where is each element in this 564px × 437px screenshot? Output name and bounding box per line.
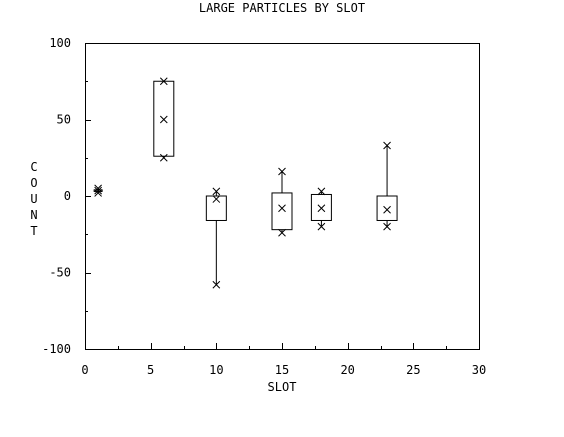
y-axis-label-letter: U <box>30 192 37 206</box>
box-group-slot-15 <box>271 167 293 237</box>
box-group-slot-10 <box>205 187 227 289</box>
y-tick-label: -100 <box>42 342 71 356</box>
min-marker <box>278 228 286 237</box>
max-marker <box>278 167 286 176</box>
min-marker <box>383 222 391 231</box>
max-marker <box>159 77 168 86</box>
x-tick-label: 15 <box>275 363 289 377</box>
box <box>376 195 398 221</box>
median-marker <box>94 186 102 195</box>
y-axis-label-letter: C <box>30 160 37 174</box>
median-marker <box>317 204 326 213</box>
max-marker <box>383 141 391 150</box>
x-tick-label: 5 <box>147 363 154 377</box>
min-marker <box>159 153 168 162</box>
box-group-slot-1 <box>93 184 103 197</box>
x-tick-label: 0 <box>81 363 88 377</box>
plot-frame <box>85 43 480 350</box>
y-axis-label-letter: T <box>30 224 37 238</box>
min-marker <box>94 189 102 197</box>
max-marker <box>317 187 326 196</box>
min-marker <box>317 222 326 231</box>
max-marker <box>212 187 221 196</box>
box <box>271 192 293 231</box>
box-group-slot-18 <box>310 187 332 231</box>
y-axis-label-letter: O <box>30 176 37 190</box>
chart-title: LARGE PARTICLES BY SLOT <box>199 1 365 15</box>
box-group-slot-23 <box>376 141 398 231</box>
box-group-slot-6 <box>153 77 175 162</box>
box <box>153 80 175 157</box>
box <box>205 195 227 221</box>
x-axis-label: SLOT <box>268 380 297 394</box>
median-marker <box>212 195 221 203</box>
y-tick-label: 50 <box>57 113 71 127</box>
y-tick-label: -50 <box>49 266 71 280</box>
x-tick-label: 30 <box>472 363 486 377</box>
min-marker <box>212 280 221 289</box>
y-axis-label-letter: N <box>30 208 37 222</box>
box <box>93 189 103 192</box>
box <box>310 193 332 221</box>
y-tick-label: 0 <box>64 189 71 203</box>
median-marker <box>383 205 391 214</box>
y-tick-label: 100 <box>49 36 71 50</box>
median-marker <box>278 204 286 213</box>
x-tick-label: 10 <box>209 363 223 377</box>
x-tick-label: 25 <box>406 363 420 377</box>
median-marker <box>159 115 168 124</box>
x-tick-label: 20 <box>340 363 354 377</box>
